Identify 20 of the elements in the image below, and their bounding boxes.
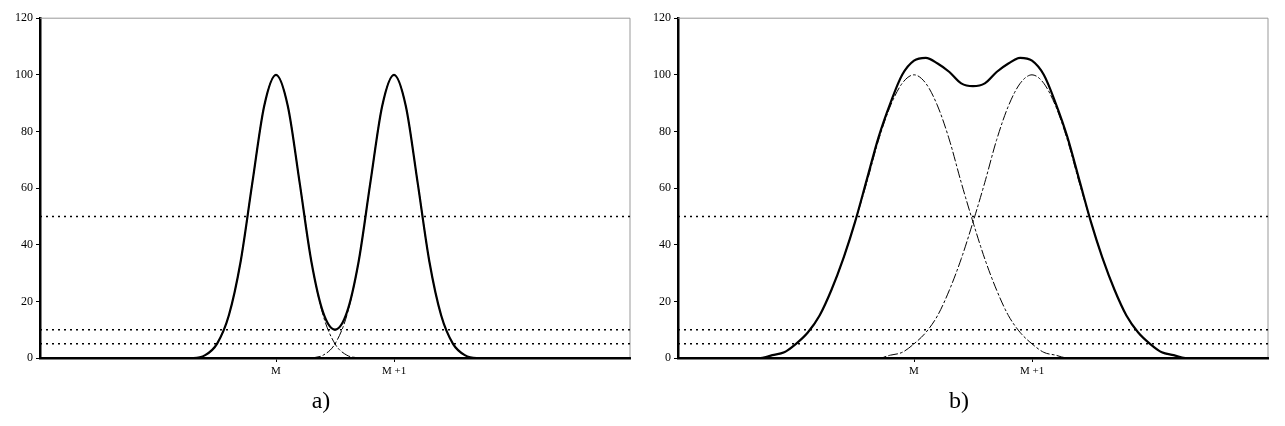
text: a): [311, 386, 331, 413]
y-tick-label: 60: [659, 180, 671, 195]
y-tick-label: 0: [665, 350, 671, 365]
y-tick-label: 120: [15, 10, 33, 25]
y-tick-label: 80: [21, 123, 33, 138]
y-tick-label: 100: [653, 66, 671, 81]
y-tick-label: 0: [27, 350, 33, 365]
y-tick-label: 60: [21, 180, 33, 195]
y-tick-label: 40: [659, 236, 671, 251]
y-tick-label: 20: [21, 293, 33, 308]
text: b): [949, 386, 969, 413]
y-tick-label: 40: [21, 236, 33, 251]
y-tick-label: 80: [659, 123, 671, 138]
x-tick-label: M +1: [381, 364, 407, 377]
y-tick-label: 100: [15, 66, 33, 81]
x-tick-label: M: [271, 364, 282, 377]
y-tick-label: 120: [653, 10, 671, 25]
y-tick-label: 20: [659, 293, 671, 308]
x-tick-label: M +1: [1019, 364, 1045, 377]
x-tick-label: M: [909, 364, 920, 377]
